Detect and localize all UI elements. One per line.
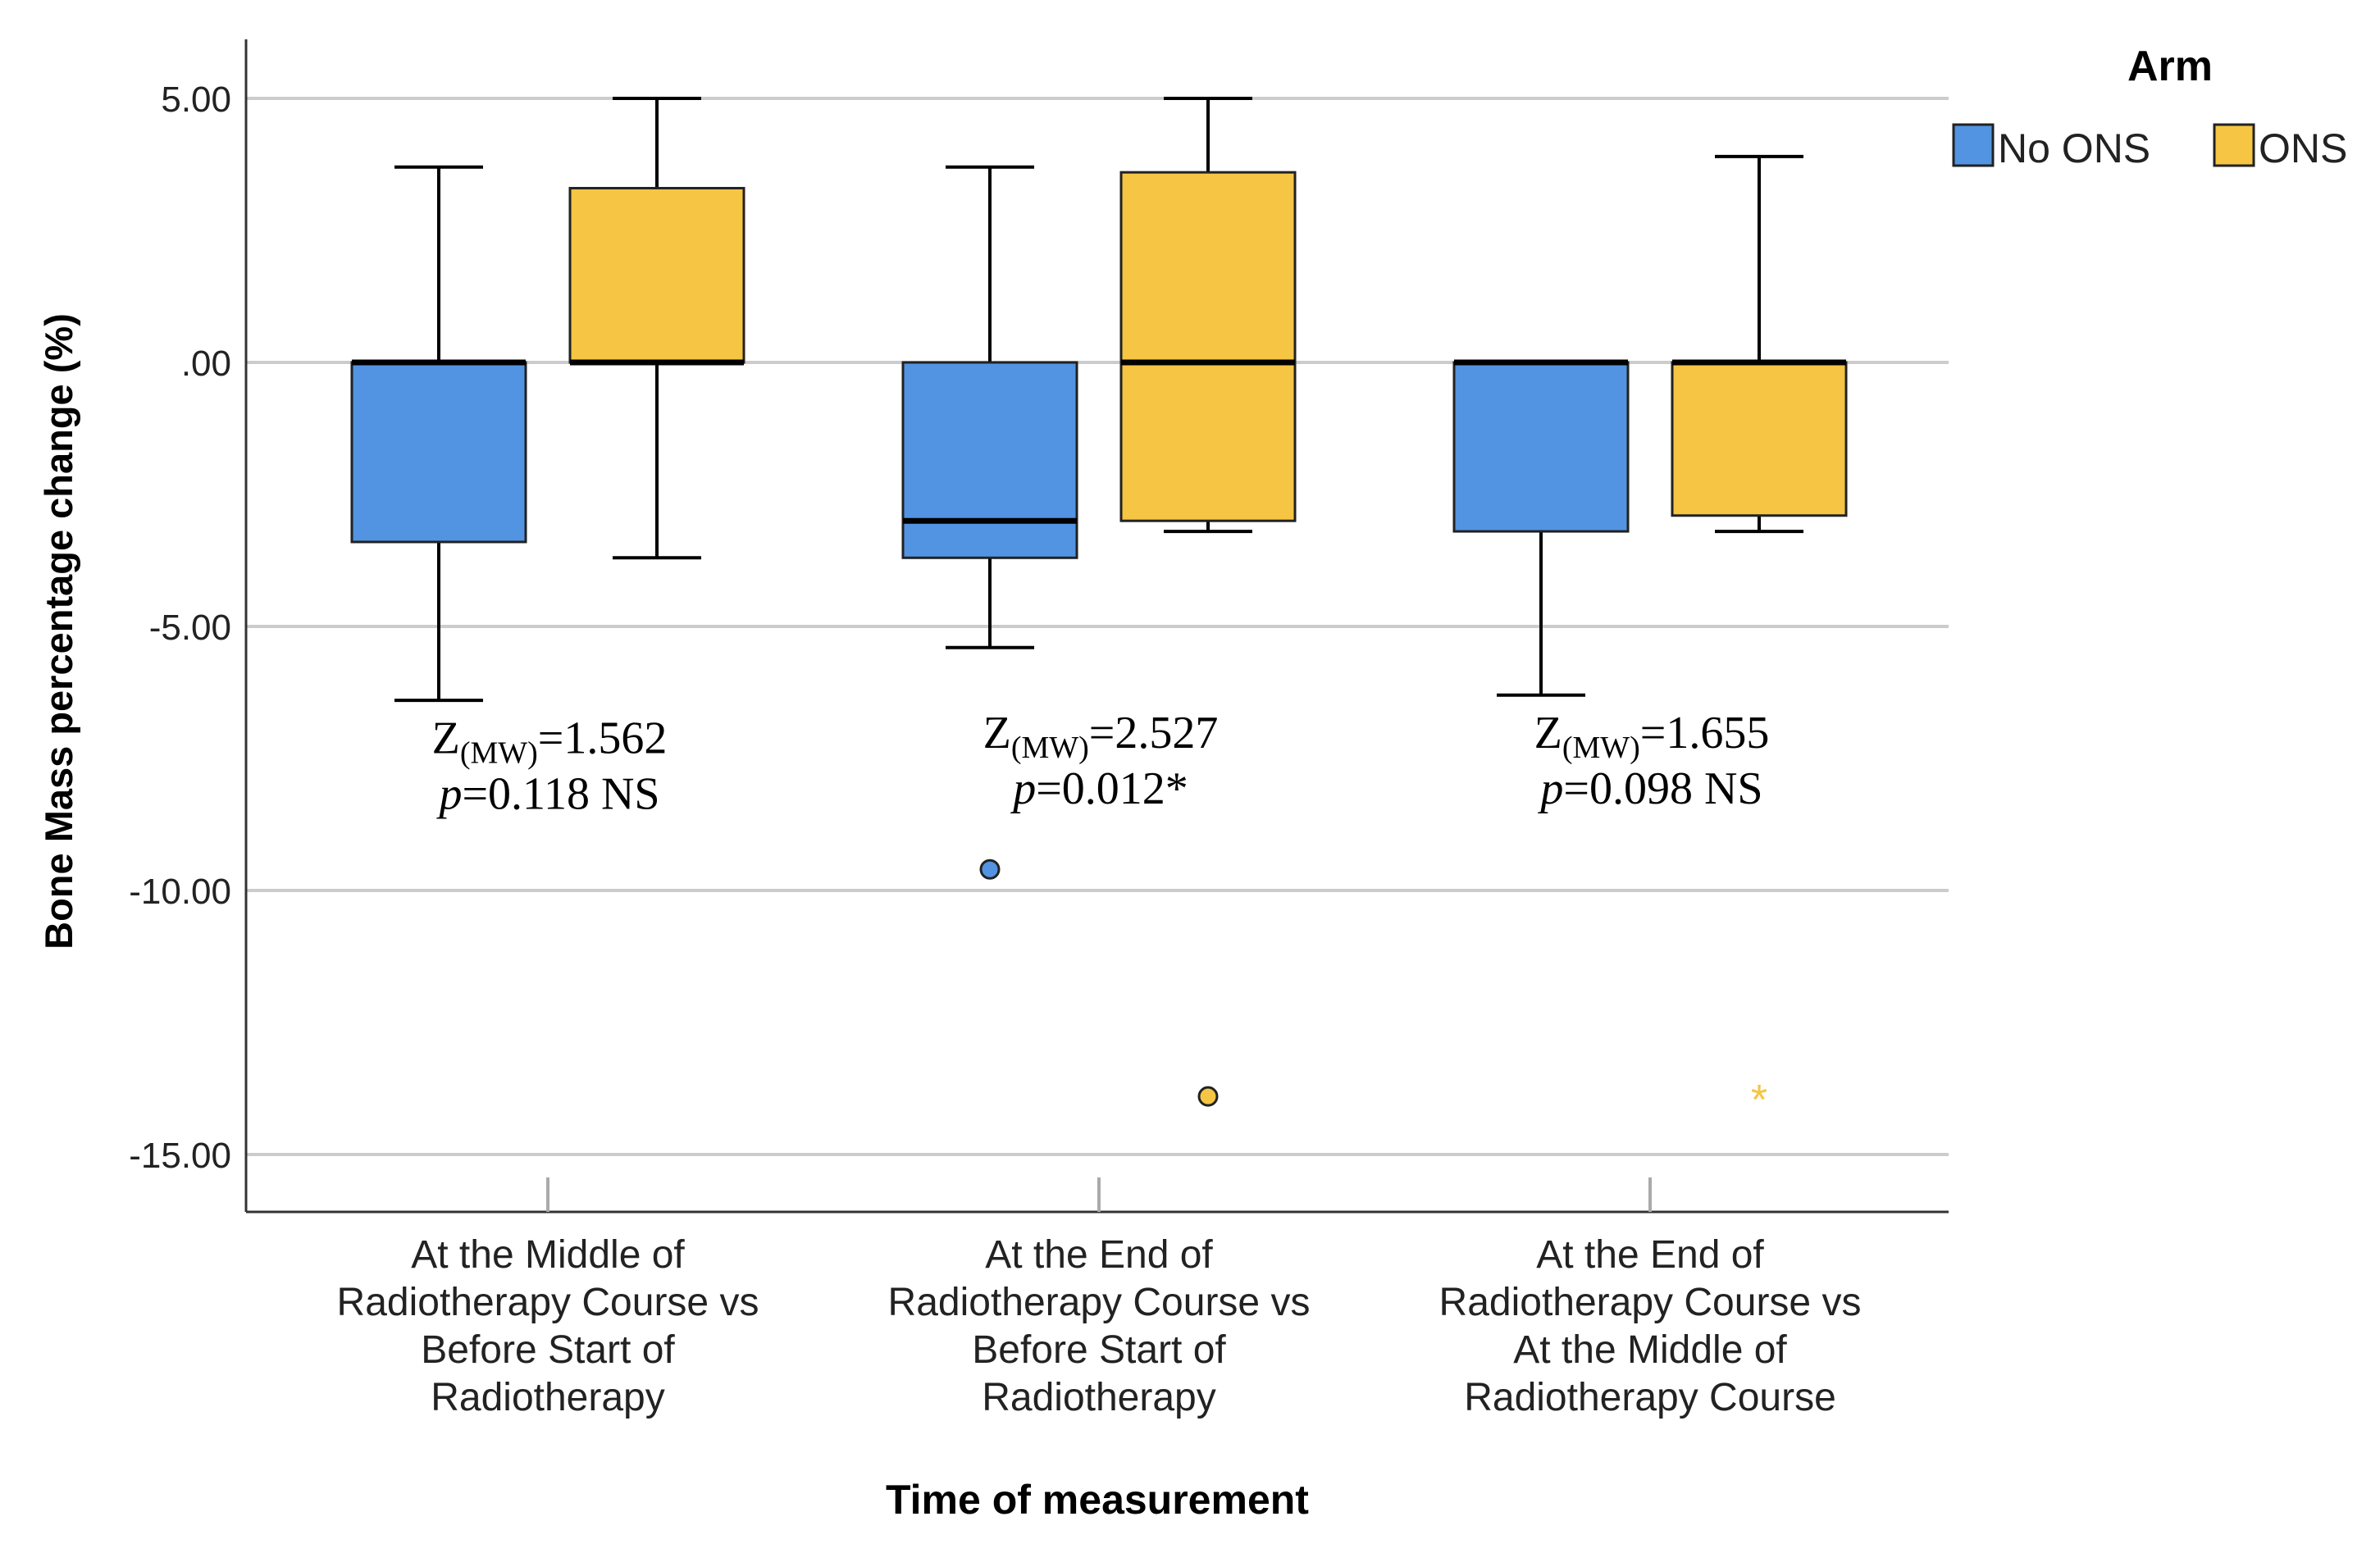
boxes: * <box>350 97 1848 1124</box>
x-tick-label-line: Radiotherapy <box>982 1376 1216 1419</box>
z-value: =1.562 <box>538 713 668 764</box>
p-prefix: p <box>435 769 462 820</box>
x-tick-label-line: Radiotherapy Course vs <box>337 1281 759 1324</box>
z-prefix: Z <box>432 713 460 764</box>
legend-title: Arm <box>2127 43 2213 90</box>
z-statistic: Z(MW)=1.655 <box>1534 708 1770 765</box>
x-tick-label-line: Radiotherapy Course vs <box>1439 1281 1862 1324</box>
box <box>1671 361 1848 517</box>
p-value: p=0.098 NS <box>1537 763 1762 814</box>
y-tick-label: -15.00 <box>129 1136 231 1176</box>
p-prefix: p <box>1010 763 1036 814</box>
y-tick-label: -5.00 <box>149 608 231 648</box>
p-value: p=0.118 NS <box>435 769 659 820</box>
x-tick-label-line: Before Start of <box>972 1328 1226 1372</box>
p-prefix: p <box>1537 763 1563 814</box>
x-tick-label-line: Radiotherapy Course <box>1464 1376 1836 1419</box>
p-value-text: =0.118 NS <box>462 769 659 820</box>
z-prefix: Z <box>1534 708 1562 758</box>
box <box>901 361 1078 559</box>
legend-swatch <box>2213 123 2255 167</box>
y-axis-title: Bone Mass percentage change (%) <box>37 313 80 950</box>
legend-label: ONS <box>2259 125 2347 171</box>
legend-swatch <box>1952 123 1995 167</box>
x-tick-label-line: Radiotherapy Course vs <box>888 1281 1311 1324</box>
y-tick-label: .00 <box>181 344 231 384</box>
z-subscript: (MW) <box>1562 731 1640 765</box>
box <box>350 361 527 544</box>
x-tick-label-line: At the Middle of <box>1513 1328 1787 1372</box>
z-subscript: (MW) <box>460 736 538 771</box>
gridlines <box>246 97 1949 1156</box>
z-value: =2.527 <box>1089 708 1219 758</box>
x-tick-label-line: At the Middle of <box>411 1233 685 1277</box>
x-axis-title: Time of measurement <box>886 1477 1309 1523</box>
box <box>1119 171 1297 522</box>
extreme-marker: * <box>1751 1077 1767 1124</box>
axes: 5.00 .00 -5.00 -10.00 -15.00 At the Middle of… <box>129 39 1949 1419</box>
p-value: p=0.012* <box>1010 763 1188 814</box>
box <box>568 186 745 364</box>
z-subscript: (MW) <box>1011 731 1089 765</box>
outlier-point <box>1197 1086 1219 1107</box>
x-tick-label: At the Middle of Radiotherapy Course vs Be… <box>337 1233 759 1419</box>
z-value: =1.655 <box>1640 708 1770 758</box>
y-tick-label: -10.00 <box>129 872 231 912</box>
legend: Arm No ONS ONS <box>1952 43 2347 171</box>
y-tick-label: 5.00 <box>161 80 231 120</box>
x-tick-label: At the End of Radiotherapy Course vs Befor… <box>888 1233 1311 1419</box>
x-tick-label-line: At the End of <box>985 1233 1213 1277</box>
p-value-text: =0.098 NS <box>1563 763 1762 814</box>
x-tick-label-line: Radiotherapy <box>431 1376 665 1419</box>
x-tick-label-line: At the End of <box>1536 1233 1764 1277</box>
x-tick-label: At the End of Radiotherapy Course vs At th… <box>1439 1233 1862 1419</box>
x-tick-label-line: Before Start of <box>421 1328 675 1372</box>
z-statistic: Z(MW)=1.562 <box>432 713 668 771</box>
z-prefix: Z <box>983 708 1011 758</box>
legend-label: No ONS <box>1998 125 2150 171</box>
p-value-text: =0.012* <box>1036 763 1188 814</box>
z-statistic: Z(MW)=2.527 <box>983 708 1219 765</box>
box <box>1452 361 1630 533</box>
outlier-point <box>979 858 1001 880</box>
